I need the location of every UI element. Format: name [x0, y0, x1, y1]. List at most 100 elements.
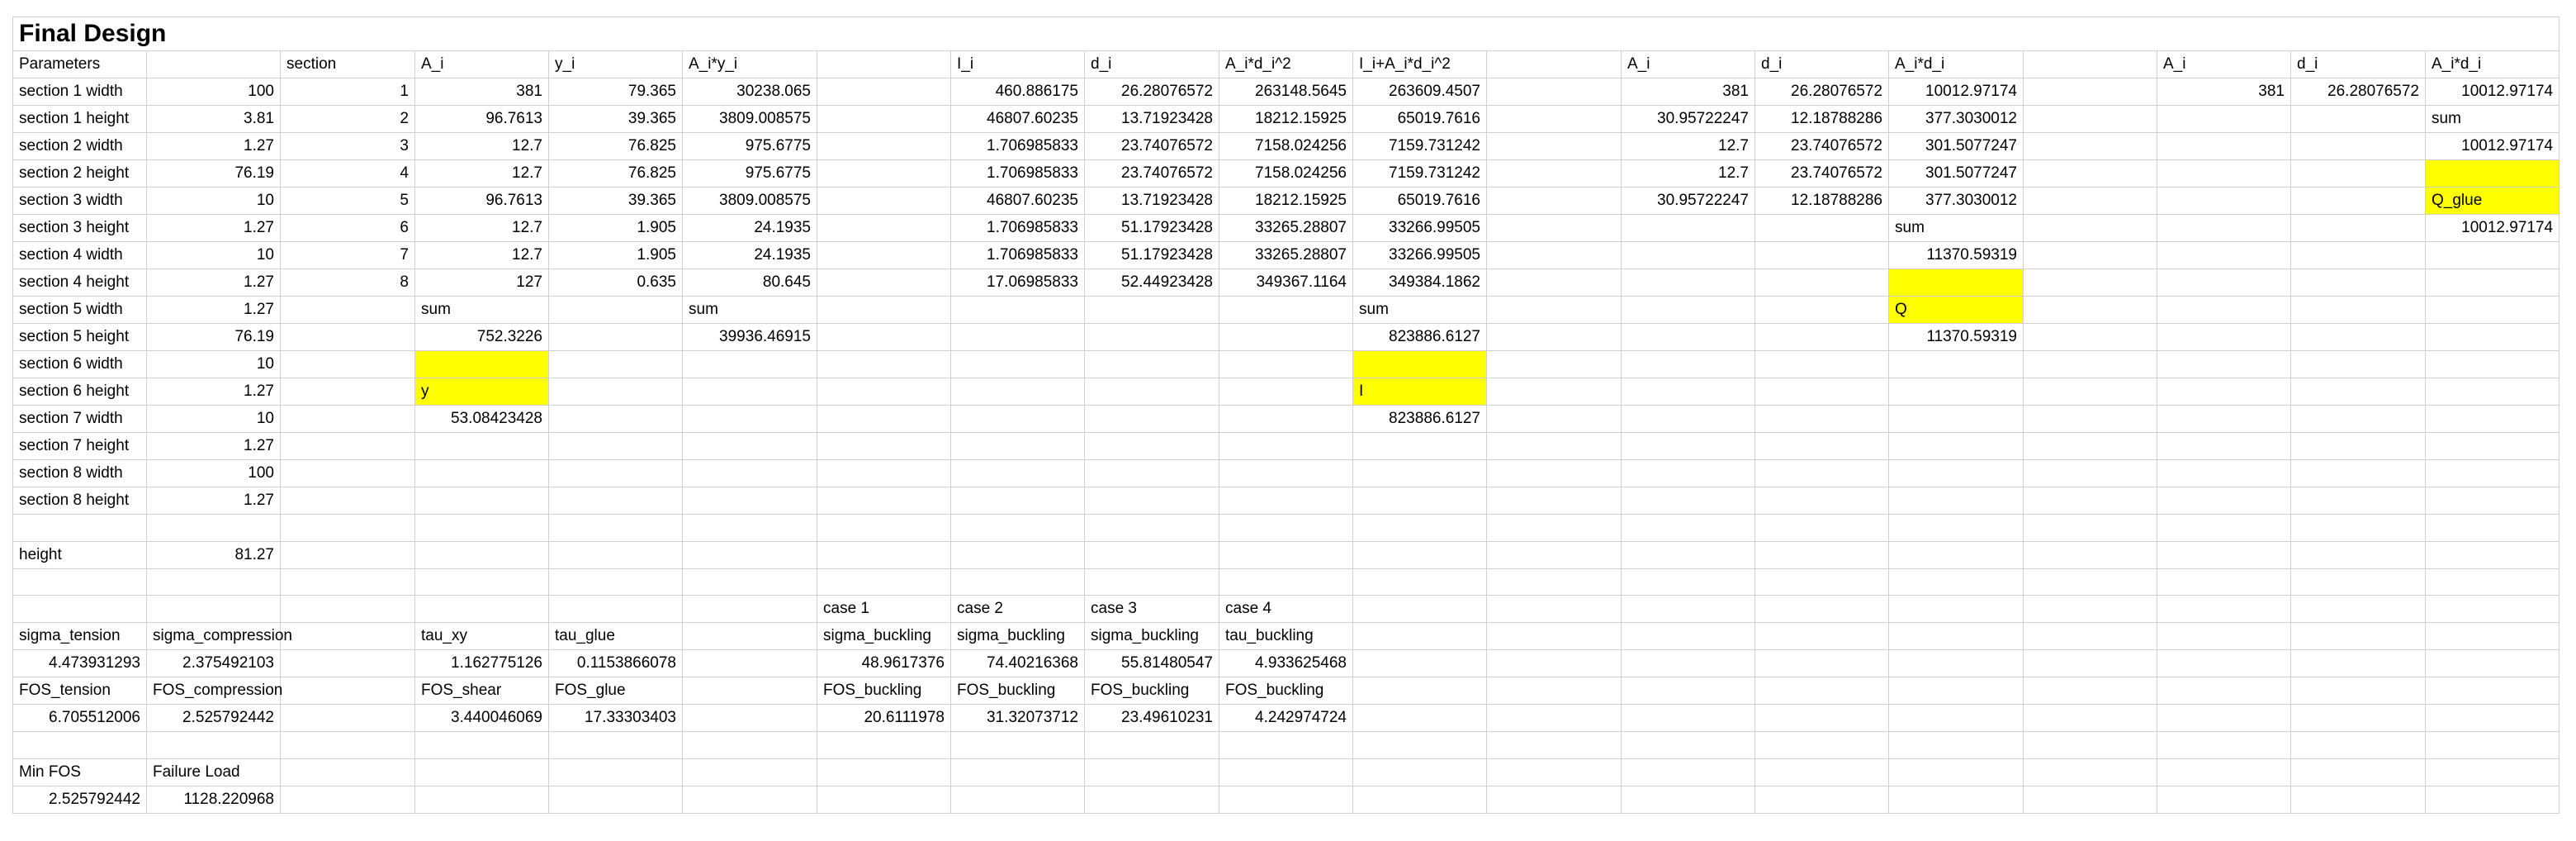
cell[interactable]: 18212.15925 [1219, 187, 1353, 215]
cell[interactable] [2424, 378, 2560, 406]
cell[interactable] [2023, 432, 2157, 460]
cell[interactable] [548, 786, 683, 815]
cell[interactable] [1486, 540, 1622, 569]
cell[interactable]: 20.6111978 [817, 704, 951, 733]
cell[interactable] [1352, 677, 1487, 706]
cell[interactable] [548, 758, 683, 787]
cell[interactable] [950, 378, 1085, 406]
cell[interactable] [1888, 378, 2024, 406]
cell[interactable]: section 8 width [12, 459, 147, 487]
cell[interactable] [950, 405, 1085, 433]
cell[interactable]: 81.27 [146, 540, 281, 569]
cell[interactable]: 76.19 [146, 323, 281, 351]
cell[interactable]: 39.365 [548, 105, 683, 133]
cell[interactable]: section [280, 50, 415, 78]
cell[interactable]: 51.17923428 [1084, 241, 1219, 269]
cell[interactable]: 1.27 [146, 214, 281, 242]
cell[interactable] [1352, 786, 1487, 815]
cell[interactable] [2290, 540, 2426, 569]
cell[interactable] [2157, 459, 2291, 487]
cell[interactable] [817, 159, 951, 188]
cell[interactable] [548, 568, 683, 596]
cell[interactable]: tau_glue [548, 622, 683, 651]
cell[interactable]: 1.27 [146, 268, 281, 297]
cell[interactable]: 4.242974724 [1219, 704, 1353, 733]
cell[interactable]: 1.706985833 [950, 132, 1085, 160]
cell[interactable] [2157, 514, 2291, 542]
cell[interactable]: sum [2424, 105, 2560, 133]
cell[interactable] [2023, 514, 2157, 542]
cell[interactable]: sum [682, 296, 817, 324]
cell[interactable] [1486, 50, 1622, 78]
cell[interactable] [950, 459, 1085, 487]
cell[interactable]: 79.365 [548, 78, 683, 106]
cell[interactable]: 23.74076572 [1084, 132, 1219, 160]
cell[interactable] [2157, 132, 2291, 160]
cell[interactable] [146, 731, 281, 760]
cell[interactable] [1486, 296, 1622, 324]
cell[interactable]: 23.74076572 [1084, 159, 1219, 188]
cell[interactable] [2290, 214, 2426, 242]
cell[interactable]: A_i*y_i [682, 50, 817, 78]
cell[interactable]: A_i*d_i [2424, 50, 2560, 78]
cell[interactable]: 2.525792442 [12, 786, 147, 815]
cell[interactable] [1621, 268, 1755, 297]
cell[interactable] [817, 405, 951, 433]
cell[interactable] [2157, 323, 2291, 351]
cell[interactable] [548, 405, 683, 433]
cell[interactable] [2023, 159, 2157, 188]
cell[interactable]: section 5 width [12, 296, 147, 324]
cell[interactable]: 1.27 [146, 432, 281, 460]
cell[interactable] [2290, 568, 2426, 596]
cell[interactable] [950, 786, 1085, 815]
cell[interactable] [2290, 296, 2426, 324]
cell[interactable] [1486, 459, 1622, 487]
cell[interactable] [2424, 704, 2560, 733]
cell[interactable] [950, 487, 1085, 515]
cell[interactable]: sigma_buckling [817, 622, 951, 651]
cell[interactable] [1888, 405, 2024, 433]
cell[interactable] [1084, 432, 1219, 460]
cell[interactable] [2023, 378, 2157, 406]
cell[interactable] [280, 432, 415, 460]
cell[interactable] [2157, 105, 2291, 133]
cell[interactable]: Q_glue [2424, 187, 2560, 215]
cell[interactable]: 3.81 [146, 105, 281, 133]
cell[interactable]: 76.19 [146, 159, 281, 188]
cell[interactable]: 12.7 [1621, 159, 1755, 188]
cell[interactable] [682, 568, 817, 596]
cell[interactable] [2424, 595, 2560, 624]
cell[interactable] [2023, 704, 2157, 733]
cell[interactable]: 4.473931293 [12, 649, 147, 678]
cell[interactable]: y [414, 378, 549, 406]
cell[interactable] [1084, 296, 1219, 324]
cell[interactable]: d_i [1754, 50, 1889, 78]
cell[interactable] [1486, 323, 1622, 351]
cell[interactable] [2424, 540, 2560, 569]
cell[interactable]: A_i*d_i^2 [1219, 50, 1353, 78]
cell[interactable] [682, 786, 817, 815]
cell[interactable]: 33265.28807 [1219, 214, 1353, 242]
cell[interactable]: case 1 [817, 595, 951, 624]
cell[interactable]: 1 [280, 78, 415, 106]
cell[interactable] [2023, 105, 2157, 133]
cell[interactable] [146, 595, 281, 624]
cell[interactable]: FOS_tension [12, 677, 147, 706]
cell[interactable] [2424, 459, 2560, 487]
cell[interactable] [1621, 214, 1755, 242]
cell[interactable] [2157, 214, 2291, 242]
cell[interactable] [2157, 241, 2291, 269]
cell[interactable] [817, 187, 951, 215]
cell[interactable] [1888, 649, 2024, 678]
cell[interactable] [2290, 649, 2426, 678]
cell[interactable] [2157, 268, 2291, 297]
cell[interactable] [1754, 677, 1889, 706]
cell[interactable]: FOS_buckling [1084, 677, 1219, 706]
cell[interactable]: FOS_shear [414, 677, 549, 706]
cell[interactable] [1888, 758, 2024, 787]
cell[interactable] [1486, 595, 1622, 624]
cell[interactable] [2157, 159, 2291, 188]
cell[interactable]: Failure Load [146, 758, 281, 787]
cell[interactable] [950, 296, 1085, 324]
cell[interactable] [1486, 378, 1622, 406]
